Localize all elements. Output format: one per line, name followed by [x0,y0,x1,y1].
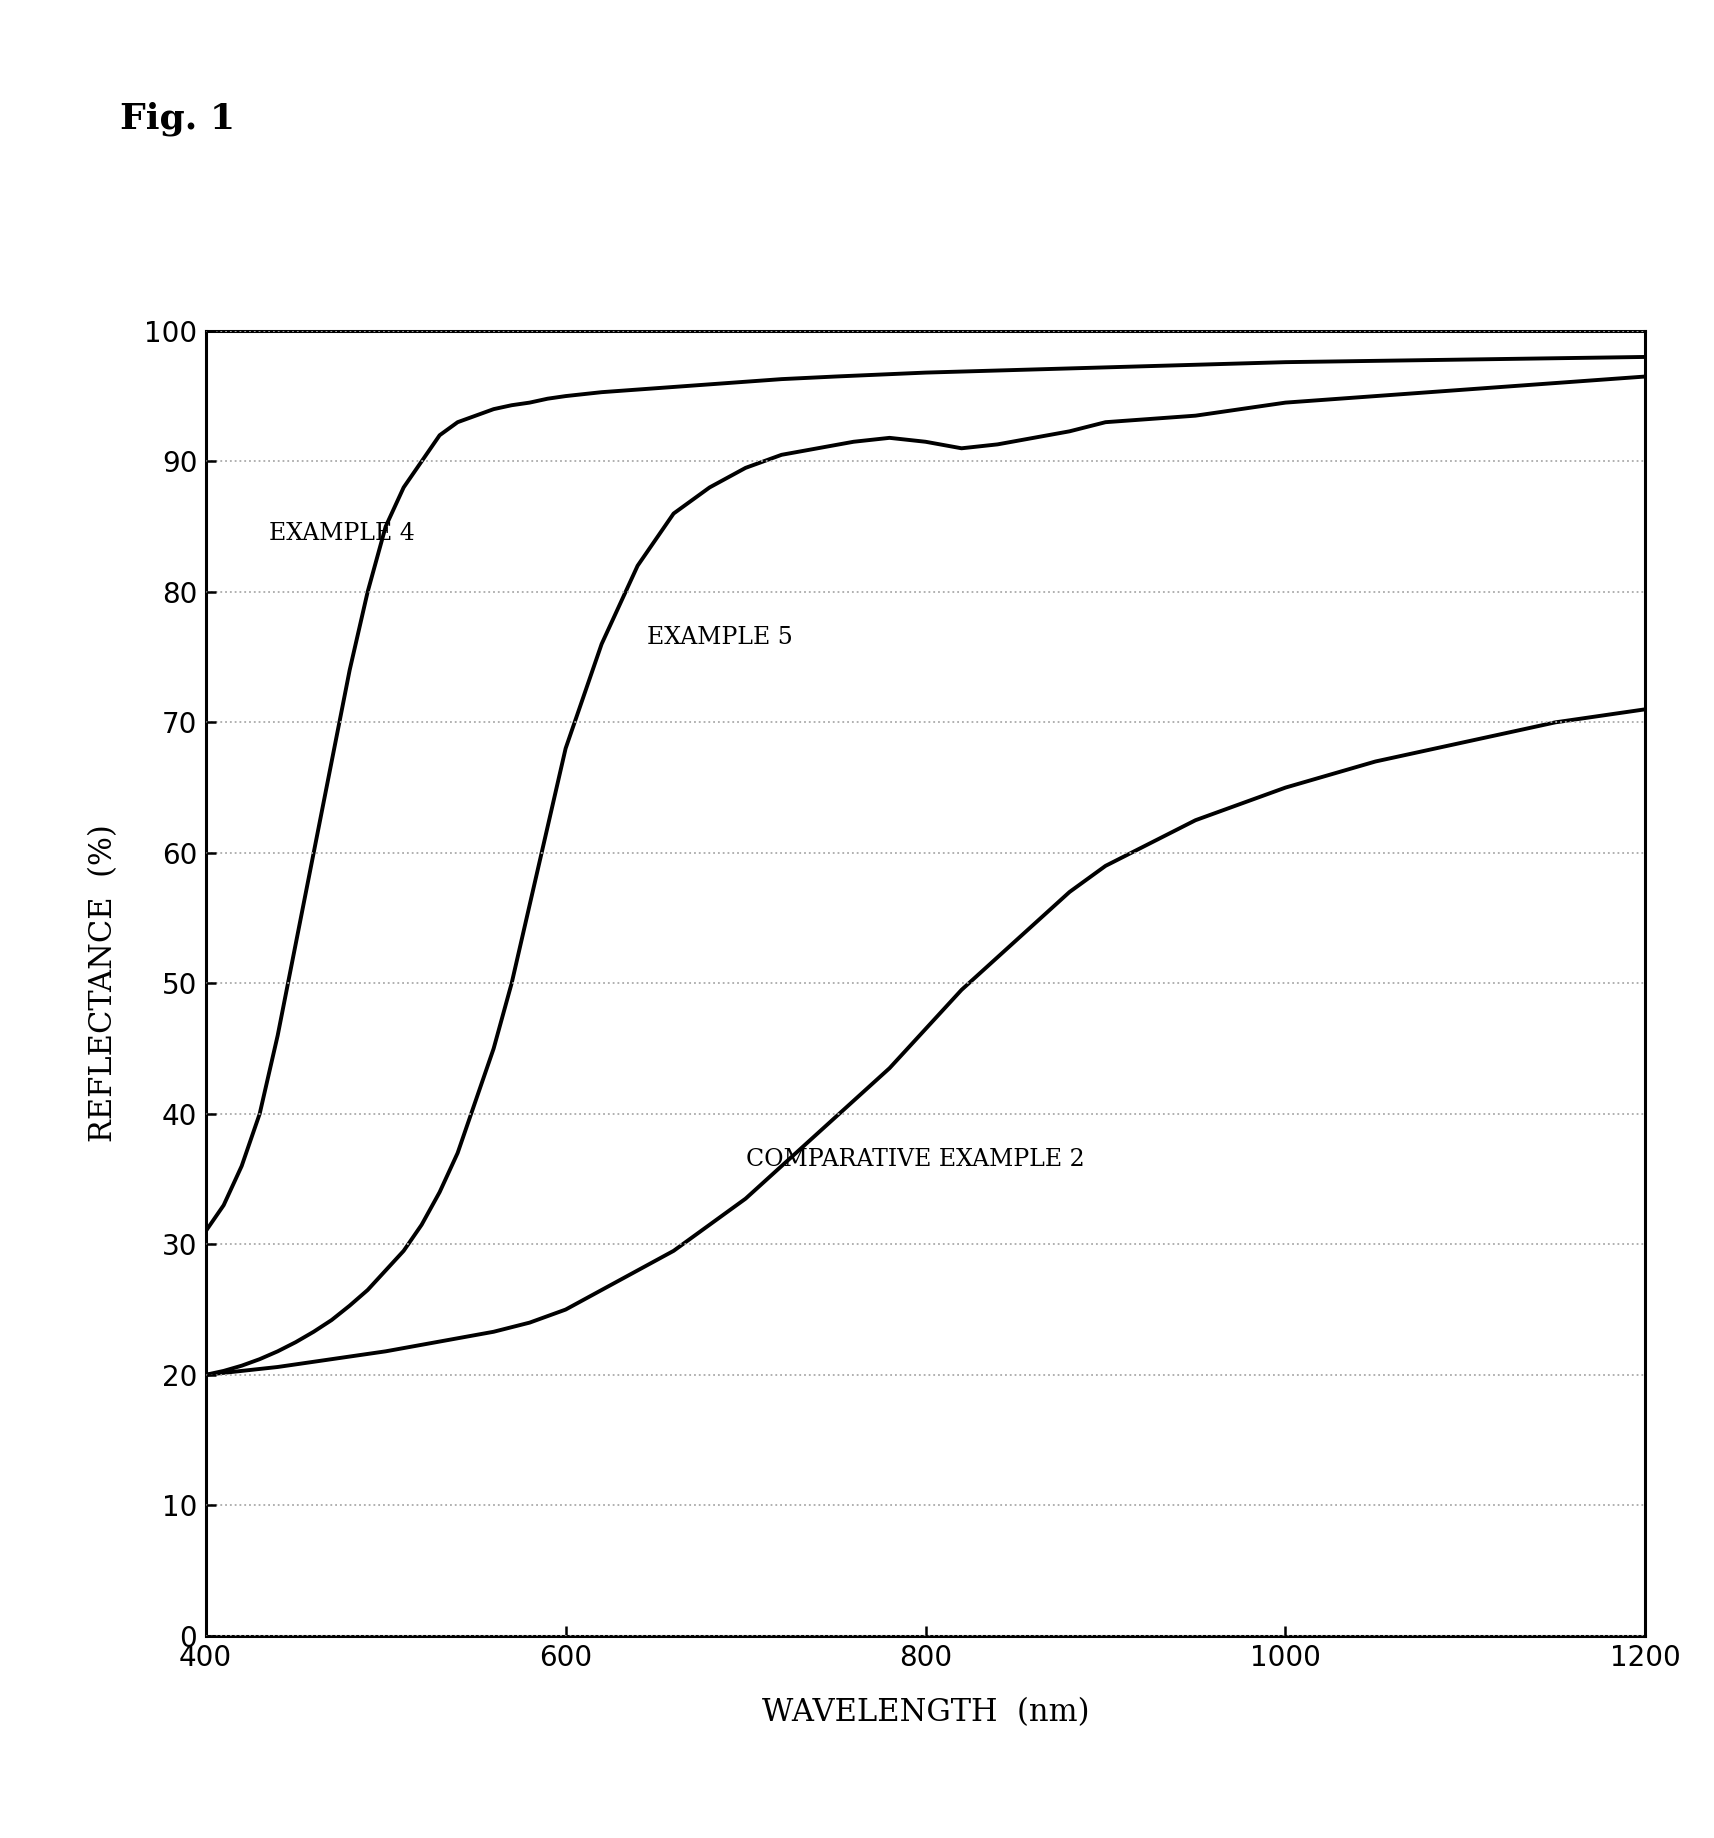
X-axis label: WAVELENGTH  (nm): WAVELENGTH (nm) [761,1696,1090,1728]
Text: COMPARATIVE EXAMPLE 2: COMPARATIVE EXAMPLE 2 [746,1149,1085,1171]
Text: Fig. 1: Fig. 1 [120,101,235,136]
Text: EXAMPLE 5: EXAMPLE 5 [646,627,792,649]
Text: EXAMPLE 4: EXAMPLE 4 [269,522,415,544]
Y-axis label: REFLECTANCE  (%): REFLECTANCE (%) [87,825,120,1141]
